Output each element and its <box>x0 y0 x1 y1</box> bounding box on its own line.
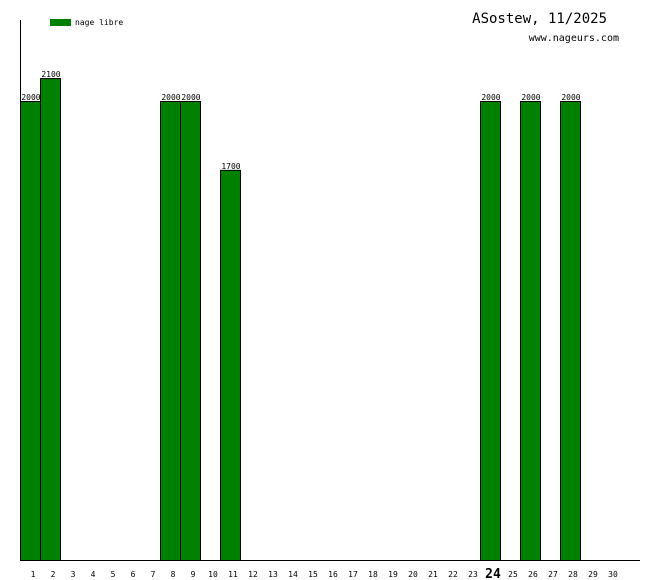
x-tick-label: 18 <box>368 570 378 579</box>
x-tick-label: 28 <box>568 570 578 579</box>
x-tick-label: 26 <box>528 570 538 579</box>
bar-day-8 <box>160 101 181 561</box>
x-tick-label: 16 <box>328 570 338 579</box>
chart-title: ASostew, 11/2025 <box>472 11 607 27</box>
bar-day-26 <box>520 101 541 561</box>
bar-day-1 <box>20 101 41 561</box>
bar-value-label: 2000 <box>21 93 40 102</box>
legend: nage libre <box>50 18 123 27</box>
x-tick-label: 29 <box>588 570 598 579</box>
legend-label: nage libre <box>75 18 123 27</box>
bar-day-24 <box>480 101 501 561</box>
x-tick-label: 2 <box>51 570 56 579</box>
x-tick-label: 4 <box>91 570 96 579</box>
bar-value-label: 2000 <box>521 93 540 102</box>
x-tick-label: 11 <box>228 570 238 579</box>
bar-day-9 <box>180 101 201 561</box>
x-tick-label: 6 <box>131 570 136 579</box>
bar-value-label: 2000 <box>161 93 180 102</box>
x-tick-label: 21 <box>428 570 438 579</box>
x-tick-label: 8 <box>171 570 176 579</box>
x-tick-label: 15 <box>308 570 318 579</box>
bar-value-label: 1700 <box>221 162 240 171</box>
chart-subtitle: www.nageurs.com <box>529 33 619 44</box>
x-tick-label: 3 <box>71 570 76 579</box>
bar-day-11 <box>220 169 241 562</box>
x-tick-labels: 1 2 3 4 5 6 7 8 9 10 11 12 13 14 15 16 17 18 19 20 21 22 23 24 2… <box>31 567 618 580</box>
x-tick-label: 24 <box>485 567 501 580</box>
x-tick-label: 17 <box>348 570 358 579</box>
bar-value-label: 2000 <box>181 93 200 102</box>
bar-day-28 <box>560 101 581 561</box>
x-tick-label: 30 <box>608 570 618 579</box>
x-tick-label: 5 <box>111 570 116 579</box>
x-tick-label: 14 <box>288 570 298 579</box>
x-tick-label: 10 <box>208 570 218 579</box>
bar-value-label: 2100 <box>41 70 60 79</box>
bar-value-label: 2000 <box>481 93 500 102</box>
x-tick-label: 23 <box>468 570 478 579</box>
legend-swatch <box>50 19 71 26</box>
x-tick-label: 1 <box>31 570 36 579</box>
x-tick-label: 12 <box>248 570 258 579</box>
bar-day-2 <box>40 78 61 562</box>
x-tick-label: 7 <box>151 570 156 579</box>
x-tick-label: 13 <box>268 570 278 579</box>
bar-value-label: 2000 <box>561 93 580 102</box>
x-tick-label: 22 <box>448 570 458 579</box>
x-tick-label: 19 <box>388 570 398 579</box>
x-tick-label: 9 <box>191 570 196 579</box>
x-tick-label: 27 <box>548 570 558 579</box>
x-tick-label: 25 <box>508 570 518 579</box>
x-tick-label: 20 <box>408 570 418 579</box>
